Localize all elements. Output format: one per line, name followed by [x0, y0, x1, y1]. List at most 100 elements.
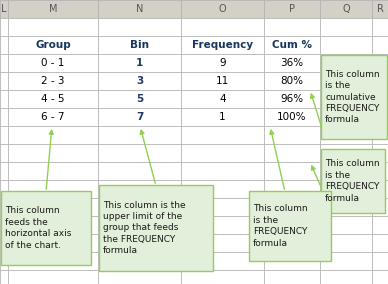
- Bar: [0, 234, 8, 252]
- Bar: [372, 198, 388, 216]
- Bar: [181, 252, 264, 270]
- Bar: [264, 234, 320, 252]
- Bar: [8, 18, 98, 36]
- Text: Cum %: Cum %: [272, 40, 312, 50]
- Bar: [372, 126, 388, 144]
- Text: This column
feeds the
horizontal axis
of the chart.: This column feeds the horizontal axis of…: [5, 206, 71, 250]
- Bar: [372, 144, 388, 162]
- Bar: [264, 0, 320, 18]
- Text: This column
is the
FREQUENCY
formula: This column is the FREQUENCY formula: [253, 204, 308, 248]
- Bar: [372, 36, 388, 54]
- Bar: [372, 18, 388, 36]
- Bar: [372, 90, 388, 108]
- Bar: [264, 162, 320, 180]
- Text: 100%: 100%: [277, 112, 307, 122]
- Text: 36%: 36%: [281, 58, 303, 68]
- Bar: [181, 144, 264, 162]
- Bar: [0, 270, 8, 284]
- Bar: [8, 90, 98, 108]
- Text: 80%: 80%: [281, 76, 303, 86]
- Bar: [181, 234, 264, 252]
- Text: This column
is the
cumulative
FREQUENCY
formula: This column is the cumulative FREQUENCY …: [325, 70, 379, 124]
- Bar: [372, 0, 388, 18]
- Bar: [0, 72, 8, 90]
- Bar: [98, 54, 181, 72]
- Text: 7: 7: [136, 112, 143, 122]
- Text: 9: 9: [219, 58, 226, 68]
- Bar: [98, 252, 181, 270]
- Bar: [181, 72, 264, 90]
- Bar: [320, 270, 372, 284]
- Bar: [181, 0, 264, 18]
- Bar: [0, 0, 8, 18]
- Bar: [8, 180, 98, 198]
- Bar: [181, 198, 264, 216]
- Text: N: N: [136, 4, 143, 14]
- Bar: [372, 108, 388, 126]
- Text: 96%: 96%: [281, 94, 303, 104]
- Bar: [264, 108, 320, 126]
- Bar: [0, 180, 8, 198]
- Bar: [0, 252, 8, 270]
- Bar: [372, 162, 388, 180]
- Text: Q: Q: [342, 4, 350, 14]
- FancyBboxPatch shape: [321, 149, 385, 213]
- Bar: [98, 234, 181, 252]
- Text: This column
is the
FREQUENCY
formula: This column is the FREQUENCY formula: [325, 159, 379, 203]
- Bar: [0, 36, 8, 54]
- FancyBboxPatch shape: [249, 191, 331, 261]
- Bar: [8, 36, 98, 54]
- Bar: [320, 54, 372, 72]
- Bar: [320, 72, 372, 90]
- Bar: [98, 90, 181, 108]
- Text: P: P: [289, 4, 295, 14]
- FancyBboxPatch shape: [99, 185, 213, 271]
- Text: L: L: [1, 4, 7, 14]
- Bar: [264, 126, 320, 144]
- Bar: [372, 216, 388, 234]
- Bar: [264, 216, 320, 234]
- Bar: [320, 0, 372, 18]
- Bar: [8, 126, 98, 144]
- Text: 11: 11: [216, 76, 229, 86]
- Bar: [98, 144, 181, 162]
- Bar: [181, 216, 264, 234]
- Bar: [372, 252, 388, 270]
- Text: O: O: [219, 4, 226, 14]
- Bar: [372, 270, 388, 284]
- Bar: [98, 270, 181, 284]
- Bar: [320, 216, 372, 234]
- Text: 4: 4: [219, 94, 226, 104]
- Bar: [320, 18, 372, 36]
- Text: 1: 1: [219, 112, 226, 122]
- Bar: [320, 36, 372, 54]
- Bar: [264, 180, 320, 198]
- Text: Group: Group: [35, 40, 71, 50]
- Bar: [8, 270, 98, 284]
- Bar: [181, 36, 264, 54]
- Bar: [181, 180, 264, 198]
- Bar: [181, 108, 264, 126]
- Bar: [98, 72, 181, 90]
- Bar: [320, 162, 372, 180]
- Text: 6 - 7: 6 - 7: [41, 112, 65, 122]
- Bar: [181, 90, 264, 108]
- Bar: [372, 180, 388, 198]
- Bar: [98, 108, 181, 126]
- Bar: [8, 216, 98, 234]
- Bar: [320, 252, 372, 270]
- Bar: [264, 18, 320, 36]
- Text: R: R: [377, 4, 383, 14]
- Bar: [372, 54, 388, 72]
- Bar: [320, 234, 372, 252]
- Bar: [8, 108, 98, 126]
- Bar: [320, 198, 372, 216]
- Bar: [181, 126, 264, 144]
- Bar: [98, 162, 181, 180]
- Bar: [8, 72, 98, 90]
- Bar: [264, 270, 320, 284]
- Text: 2 - 3: 2 - 3: [41, 76, 65, 86]
- FancyBboxPatch shape: [321, 55, 387, 139]
- Bar: [181, 270, 264, 284]
- Bar: [264, 36, 320, 54]
